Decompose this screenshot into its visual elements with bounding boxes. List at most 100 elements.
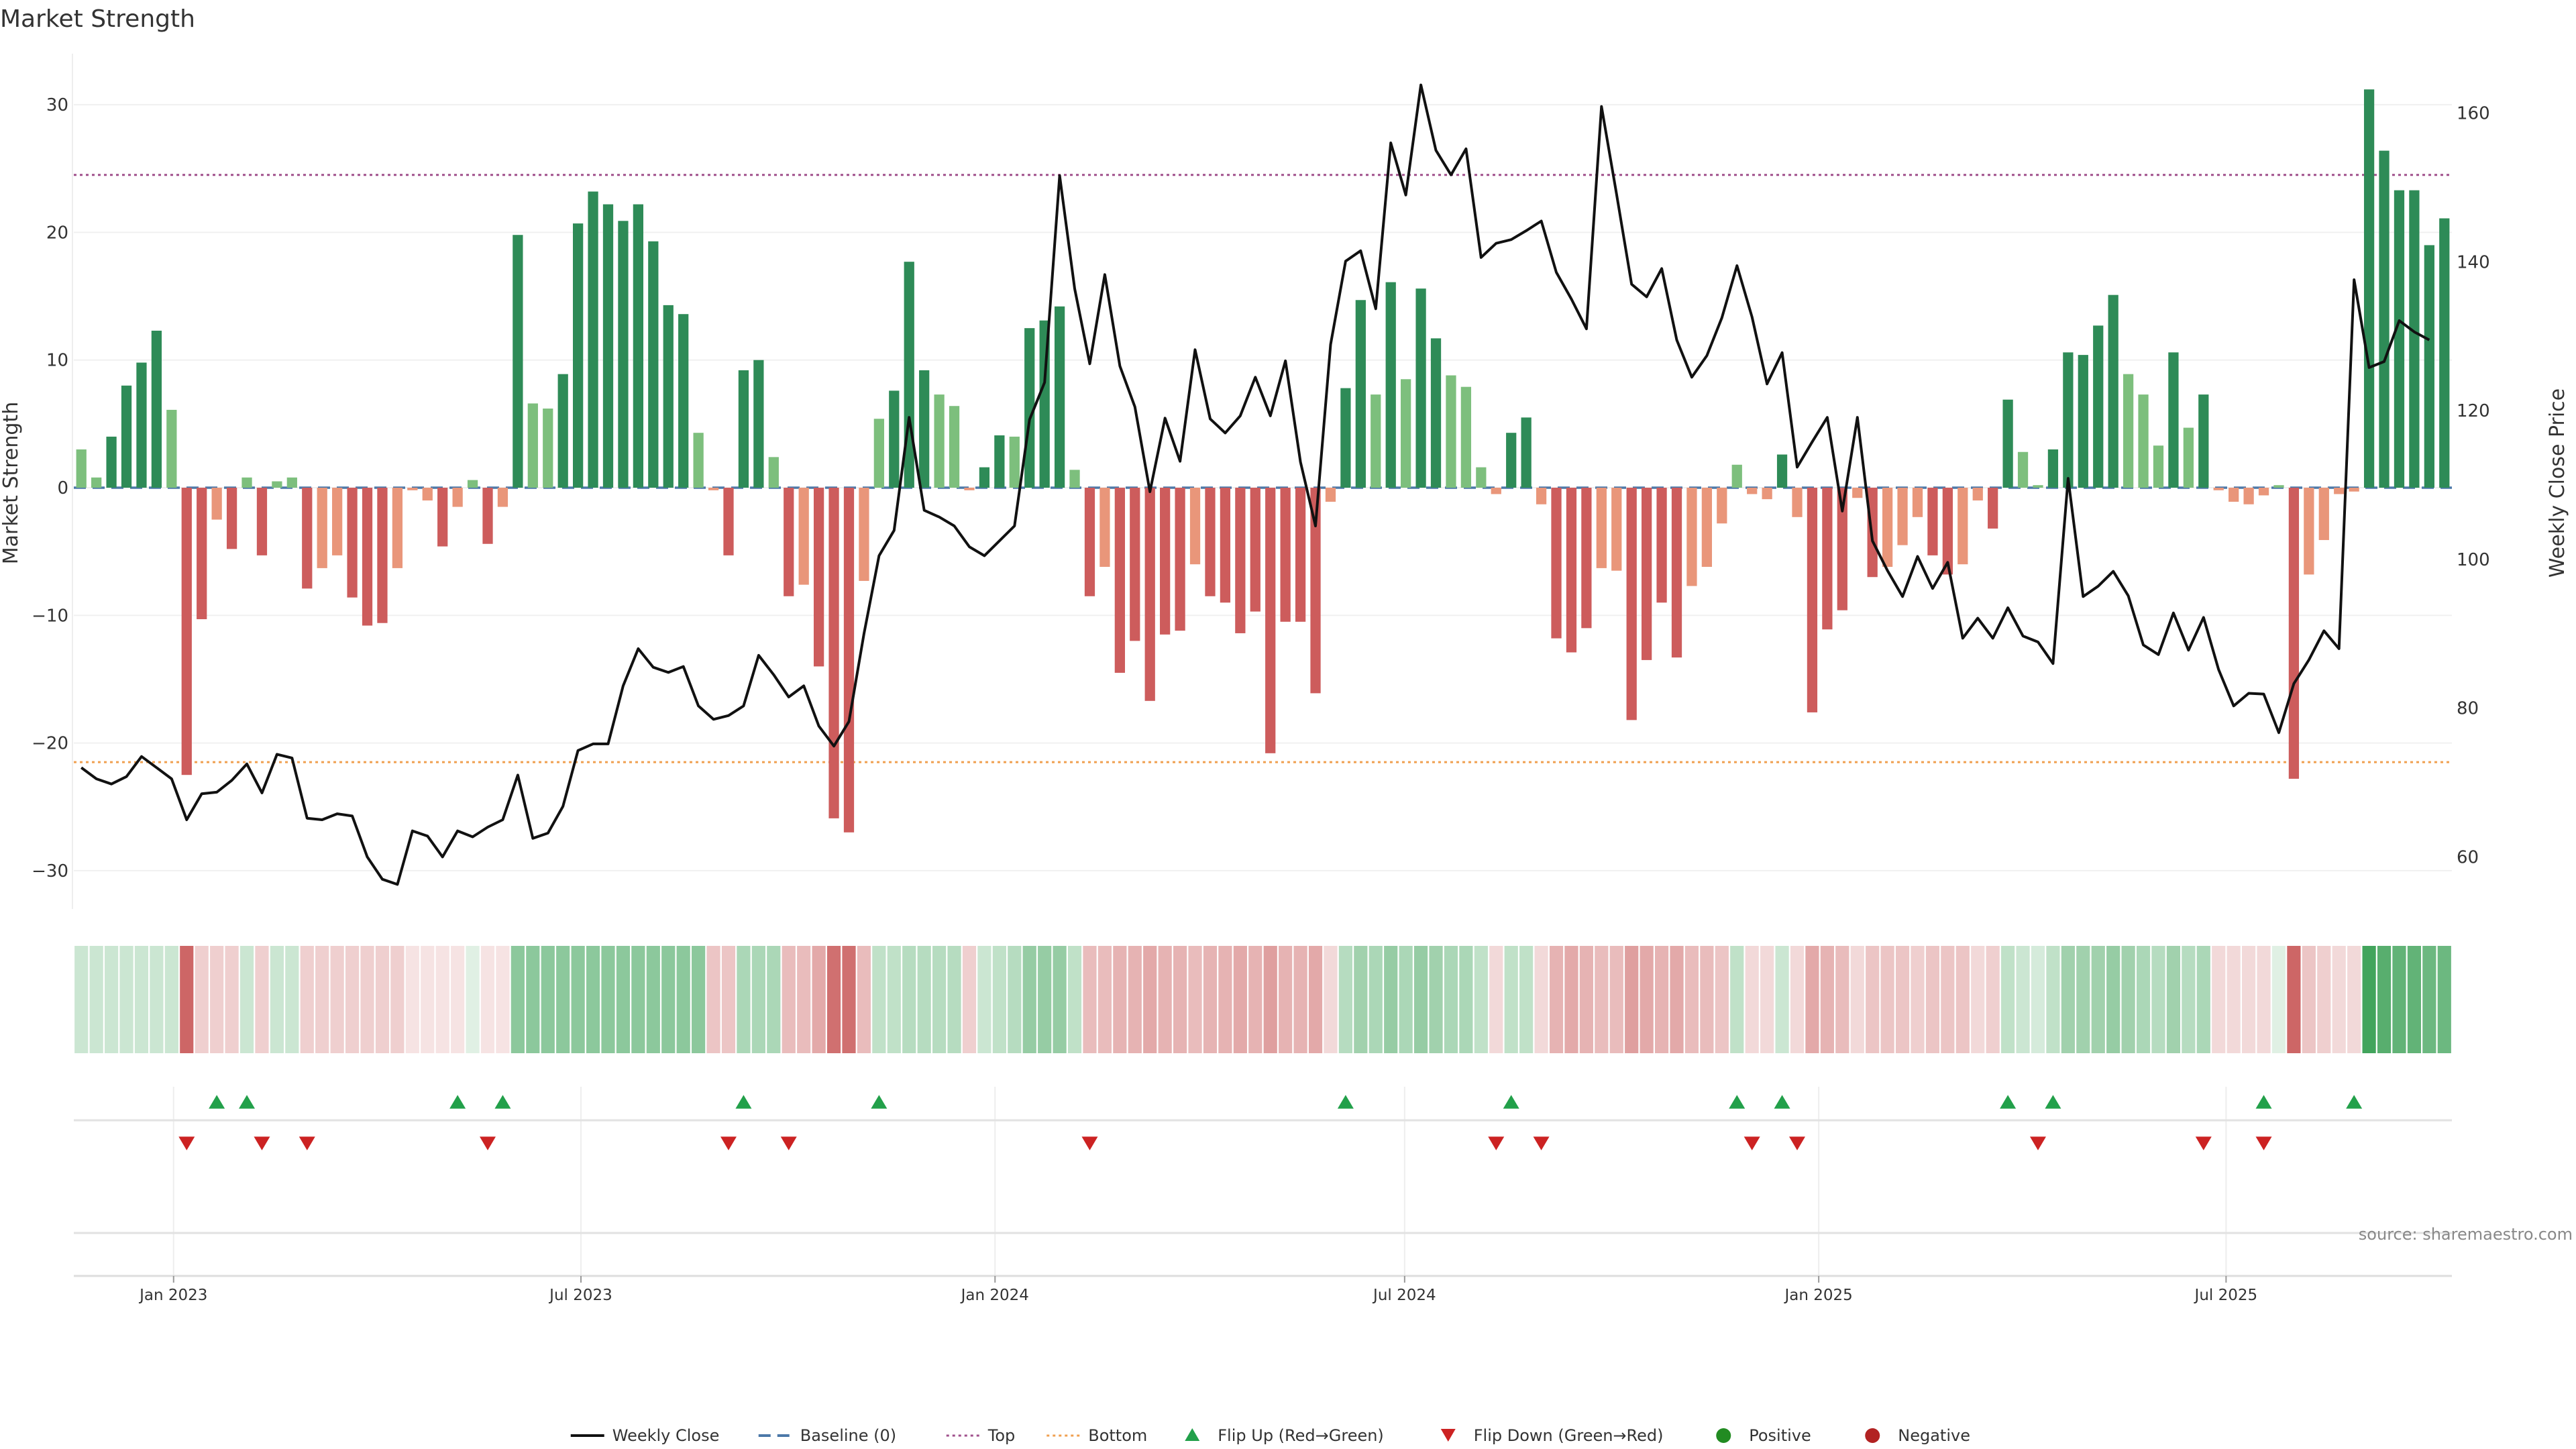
strength-bar bbox=[407, 488, 418, 490]
strength-bar bbox=[226, 488, 237, 549]
flip-down-marker bbox=[1081, 1136, 1098, 1150]
heat-cell bbox=[285, 946, 299, 1053]
heat-cell bbox=[1444, 946, 1458, 1053]
strength-bar bbox=[2093, 325, 2104, 488]
flip-up-marker bbox=[1337, 1095, 1354, 1109]
strength-bar bbox=[2198, 394, 2209, 488]
strength-bar bbox=[2288, 488, 2300, 779]
heat-cell bbox=[150, 946, 164, 1053]
strength-bar bbox=[91, 477, 102, 488]
heat-cell bbox=[1188, 946, 1202, 1053]
strength-bar bbox=[964, 488, 975, 490]
flip-down-marker bbox=[1789, 1136, 1806, 1150]
heat-cell bbox=[1700, 946, 1714, 1053]
strength-bars bbox=[76, 89, 2450, 833]
strength-bar bbox=[2168, 352, 2179, 488]
strength-bar bbox=[166, 409, 177, 488]
strength-bar bbox=[828, 488, 839, 818]
heat-cell bbox=[1654, 946, 1669, 1053]
y2-axis-ticks: 160 140 120 100 80 60 bbox=[2457, 104, 2490, 868]
strength-bar bbox=[723, 488, 734, 555]
heat-cell bbox=[435, 946, 449, 1053]
strength-bar bbox=[1972, 488, 1983, 501]
legend-item: Top bbox=[946, 1426, 1015, 1445]
heat-cell bbox=[2106, 946, 2121, 1053]
heat-cell bbox=[1233, 946, 1247, 1053]
strength-bar bbox=[1235, 488, 1246, 633]
heat-cell bbox=[1128, 946, 1142, 1053]
heat-cell bbox=[2031, 946, 2045, 1053]
legend-label: Baseline (0) bbox=[800, 1426, 896, 1445]
heat-cell bbox=[692, 946, 706, 1053]
heat-cell bbox=[1880, 946, 1894, 1053]
heat-cell bbox=[1715, 946, 1729, 1053]
heat-cell bbox=[496, 946, 510, 1053]
heat-cell bbox=[2182, 946, 2196, 1053]
heat-cell bbox=[2317, 946, 2331, 1053]
heat-cell bbox=[225, 946, 239, 1053]
strength-bar bbox=[1355, 300, 1366, 488]
strength-bar bbox=[317, 488, 327, 568]
chart-title: Market Strength bbox=[0, 5, 195, 33]
heat-cell bbox=[1625, 946, 1639, 1053]
strength-bar bbox=[543, 409, 553, 488]
strength-bar bbox=[1371, 394, 1381, 488]
heat-cell bbox=[737, 946, 751, 1053]
heat-cell bbox=[1955, 946, 1970, 1053]
strength-bar bbox=[1265, 488, 1276, 753]
heat-cell bbox=[857, 946, 871, 1053]
strength-bar bbox=[1536, 488, 1547, 504]
legend-swatch-triangle-down bbox=[1440, 1429, 1456, 1442]
heat-cell bbox=[2136, 946, 2151, 1053]
heat-cell bbox=[2347, 946, 2361, 1053]
strength-bar bbox=[1626, 488, 1637, 720]
heat-cell bbox=[330, 946, 344, 1053]
y-axis-ticks: 30 20 10 0 −10 −20 −30 bbox=[32, 95, 68, 881]
legend-label: Flip Up (Red→Green) bbox=[1218, 1426, 1384, 1445]
heat-cell bbox=[2362, 946, 2376, 1053]
legend-label: Bottom bbox=[1088, 1426, 1147, 1445]
heat-cell bbox=[721, 946, 736, 1053]
strength-bar bbox=[1747, 488, 1758, 494]
heat-cell bbox=[1986, 946, 2000, 1053]
heat-cell bbox=[631, 946, 645, 1053]
strength-bar bbox=[2334, 488, 2345, 494]
heat-cell bbox=[1820, 946, 1834, 1053]
strength-bar bbox=[2017, 451, 2029, 488]
flip-up-marker bbox=[494, 1095, 511, 1109]
strength-bar bbox=[2439, 218, 2450, 488]
strength-bar bbox=[2243, 488, 2254, 504]
strength-bar bbox=[2409, 190, 2420, 488]
heat-cell bbox=[2121, 946, 2135, 1053]
legend-label: Positive bbox=[1749, 1426, 1811, 1445]
heat-cell bbox=[872, 946, 886, 1053]
heat-cell bbox=[1474, 946, 1488, 1053]
strength-bar bbox=[437, 488, 448, 547]
strength-bar bbox=[949, 406, 960, 488]
legend-item: Weekly Close bbox=[570, 1426, 719, 1445]
strength-bar bbox=[1130, 488, 1140, 641]
strength-bar bbox=[2108, 294, 2118, 488]
heat-cell bbox=[1564, 946, 1578, 1053]
flip-up-marker bbox=[2000, 1095, 2017, 1109]
legend-item: Bottom bbox=[1046, 1426, 1147, 1445]
heat-strip bbox=[74, 946, 2451, 1053]
strength-bar bbox=[452, 488, 463, 507]
strength-bar bbox=[1776, 454, 1788, 488]
heat-cell bbox=[1324, 946, 1338, 1053]
heat-cell bbox=[2061, 946, 2075, 1053]
heat-cell bbox=[1595, 946, 1609, 1053]
strength-bar bbox=[2063, 352, 2074, 488]
heat-cell bbox=[1293, 946, 1307, 1053]
heat-cell bbox=[2016, 946, 2030, 1053]
weekly-close-line bbox=[80, 83, 2430, 886]
flip-down-marker bbox=[2195, 1136, 2212, 1150]
heat-cell bbox=[1925, 946, 1940, 1053]
heat-cell bbox=[2271, 946, 2286, 1053]
y-axis-label: Market Strength bbox=[0, 402, 23, 564]
heat-cell bbox=[375, 946, 390, 1053]
strength-bar bbox=[1852, 488, 1863, 498]
heat-cell bbox=[947, 946, 961, 1053]
heat-cell bbox=[1579, 946, 1593, 1053]
heat-cell bbox=[1745, 946, 1759, 1053]
